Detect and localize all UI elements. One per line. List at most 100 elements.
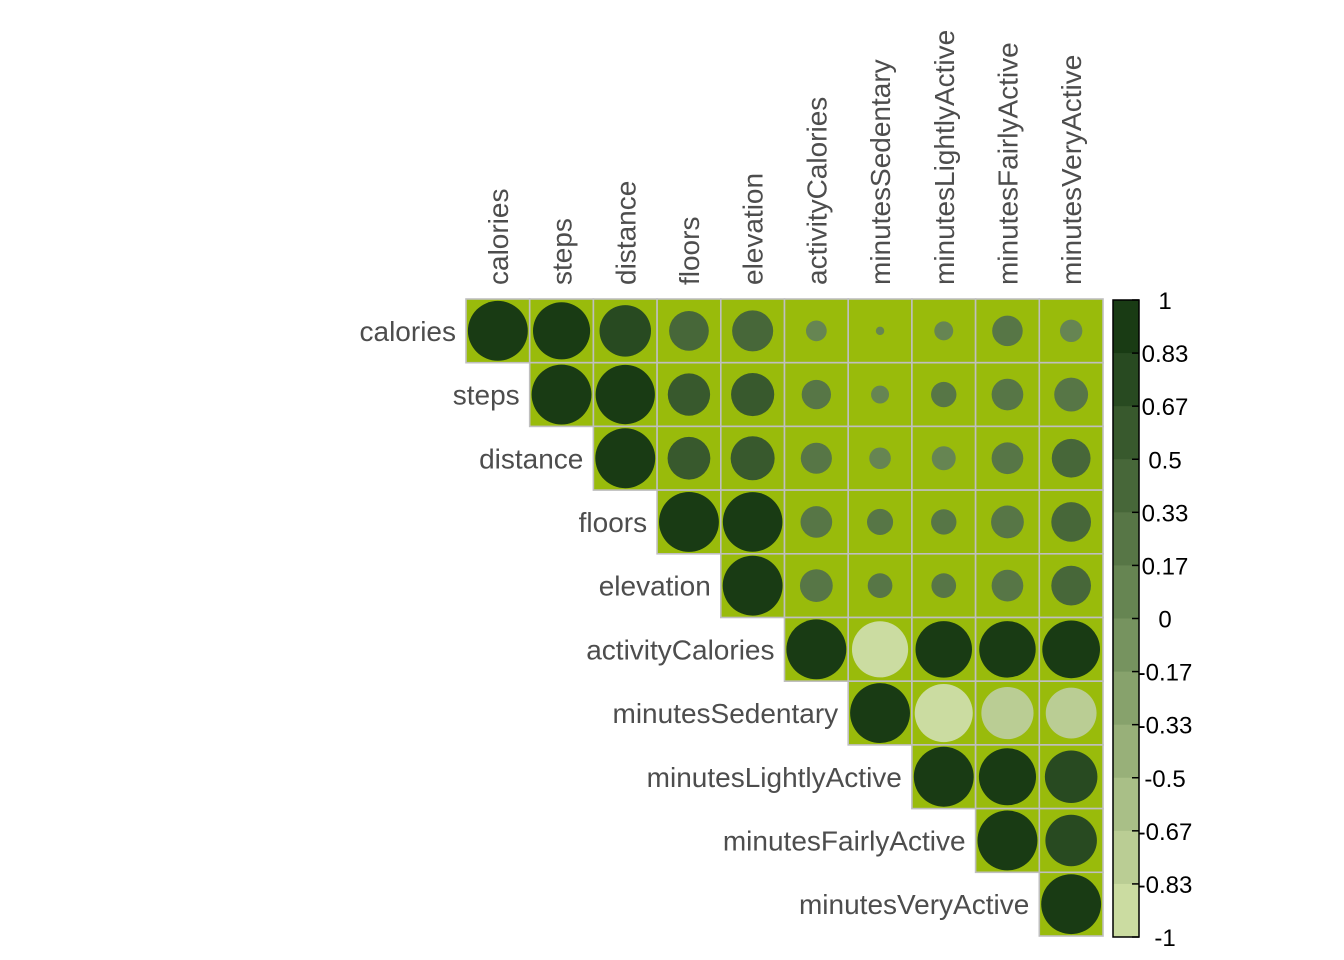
row-label: minutesSedentary	[613, 698, 839, 729]
corr-circle	[850, 683, 910, 743]
row-label: floors	[579, 507, 647, 538]
column-label: minutesFairlyActive	[992, 42, 1023, 285]
column-label: steps	[547, 218, 578, 285]
colorbar-step	[1113, 512, 1139, 566]
corr-circle	[991, 442, 1024, 475]
corr-circle	[869, 447, 891, 470]
colorbar-tick-label: 0.17	[1142, 553, 1189, 580]
corr-circle	[875, 326, 885, 336]
corr-circle	[1054, 377, 1089, 412]
corr-circle	[595, 428, 656, 489]
colorbar-step	[1113, 565, 1139, 619]
corr-circle	[532, 302, 591, 360]
colorbar-tick-label: 0.33	[1142, 500, 1189, 527]
corr-circle	[981, 686, 1034, 740]
colorbar-tick-label: 0.5	[1148, 447, 1181, 474]
corr-circle	[730, 436, 775, 481]
column-label: minutesSedentary	[865, 59, 896, 285]
row-label: minutesLightlyActive	[647, 762, 902, 793]
colorbar-tick-label: -0.67	[1138, 819, 1193, 846]
corr-circle	[991, 569, 1024, 602]
corr-circle	[1045, 687, 1097, 739]
column-label: activityCalories	[801, 97, 832, 285]
corr-circle	[659, 492, 719, 552]
cell-tile	[911, 298, 977, 364]
row-label: calories	[360, 316, 456, 347]
colorbar-step	[1113, 618, 1139, 673]
corr-circle	[931, 446, 956, 471]
corr-circle	[531, 364, 592, 425]
circle-layer	[467, 300, 1102, 935]
colorbar-step	[1113, 671, 1139, 726]
corr-circle	[991, 505, 1024, 539]
colorbar-tick-label: -0.17	[1138, 660, 1193, 687]
corr-circle	[667, 373, 711, 416]
corr-circle	[595, 364, 655, 425]
column-label: minutesVeryActive	[1056, 55, 1087, 285]
corr-circle	[1059, 319, 1083, 343]
corr-circle	[722, 555, 783, 616]
row-label: minutesFairlyActive	[723, 825, 966, 856]
colorbar-tick-label: -0.33	[1138, 713, 1193, 740]
corr-circle	[914, 684, 973, 743]
column-label: distance	[610, 181, 641, 285]
corr-circle	[786, 619, 847, 680]
colorbar-tick-label: -1	[1154, 925, 1175, 952]
colorbar-step	[1113, 353, 1139, 407]
corr-circle	[599, 305, 652, 357]
corr-circle	[867, 573, 893, 598]
corr-circle	[992, 315, 1023, 347]
corr-circle	[977, 810, 1038, 871]
corr-circle	[931, 381, 957, 408]
colorbar-step	[1113, 724, 1139, 779]
row-label: activityCalories	[586, 634, 774, 665]
colorbar-step	[1113, 406, 1139, 460]
corr-circle	[866, 508, 894, 536]
corr-circle	[799, 569, 833, 603]
corr-circle	[1051, 502, 1092, 542]
corr-circle	[669, 310, 709, 351]
colorbar-tick-label: -0.5	[1144, 766, 1185, 793]
corr-circle	[731, 372, 775, 417]
corr-circle	[931, 509, 957, 535]
corr-circle	[467, 300, 528, 361]
column-label: floors	[674, 217, 705, 285]
corr-circle	[732, 310, 774, 352]
column-labels: calories steps distance floors elevation acti…	[483, 30, 1087, 285]
column-label: calories	[483, 189, 514, 285]
colorbar-step	[1113, 830, 1139, 885]
corr-circle	[800, 506, 833, 538]
row-label: elevation	[599, 571, 711, 602]
corr-circle	[805, 320, 827, 342]
column-label: minutesLightlyActive	[929, 30, 960, 285]
corr-circle	[915, 621, 972, 678]
row-label: steps	[453, 380, 520, 411]
corr-circle	[1041, 874, 1102, 935]
corr-circle	[978, 748, 1037, 806]
row-label: distance	[479, 443, 583, 474]
colorbar-legend: 1 0.83 0.67 0.5 0.33 0.17 0 -0.17 -0.33 -0.5 -0.67…	[1112, 288, 1193, 952]
colorbar-tick-label: 1	[1158, 288, 1171, 315]
corr-circle	[1044, 750, 1098, 804]
corr-circle	[979, 621, 1036, 678]
corr-circle	[722, 492, 783, 552]
colorbar-step	[1113, 777, 1139, 832]
corr-circle	[871, 385, 890, 404]
corr-circle	[1051, 438, 1091, 478]
corr-circle	[801, 379, 832, 410]
corr-circle	[991, 378, 1024, 411]
colorbar-step	[1113, 883, 1139, 938]
row-labels: calories steps distance floors elevation acti…	[360, 316, 1030, 920]
corr-circle	[934, 321, 954, 341]
colorbar-step	[1113, 300, 1139, 354]
row-label: minutesVeryActive	[799, 889, 1029, 920]
corr-circle	[931, 573, 957, 598]
colorbar-tick-label: -0.83	[1138, 872, 1193, 899]
colorbar-step	[1113, 459, 1139, 513]
corr-circle	[851, 621, 909, 678]
corr-circle	[1042, 620, 1101, 679]
corr-circle	[1045, 814, 1097, 867]
corr-circle	[667, 436, 711, 480]
colorbar-tick-label: 0	[1158, 607, 1171, 634]
